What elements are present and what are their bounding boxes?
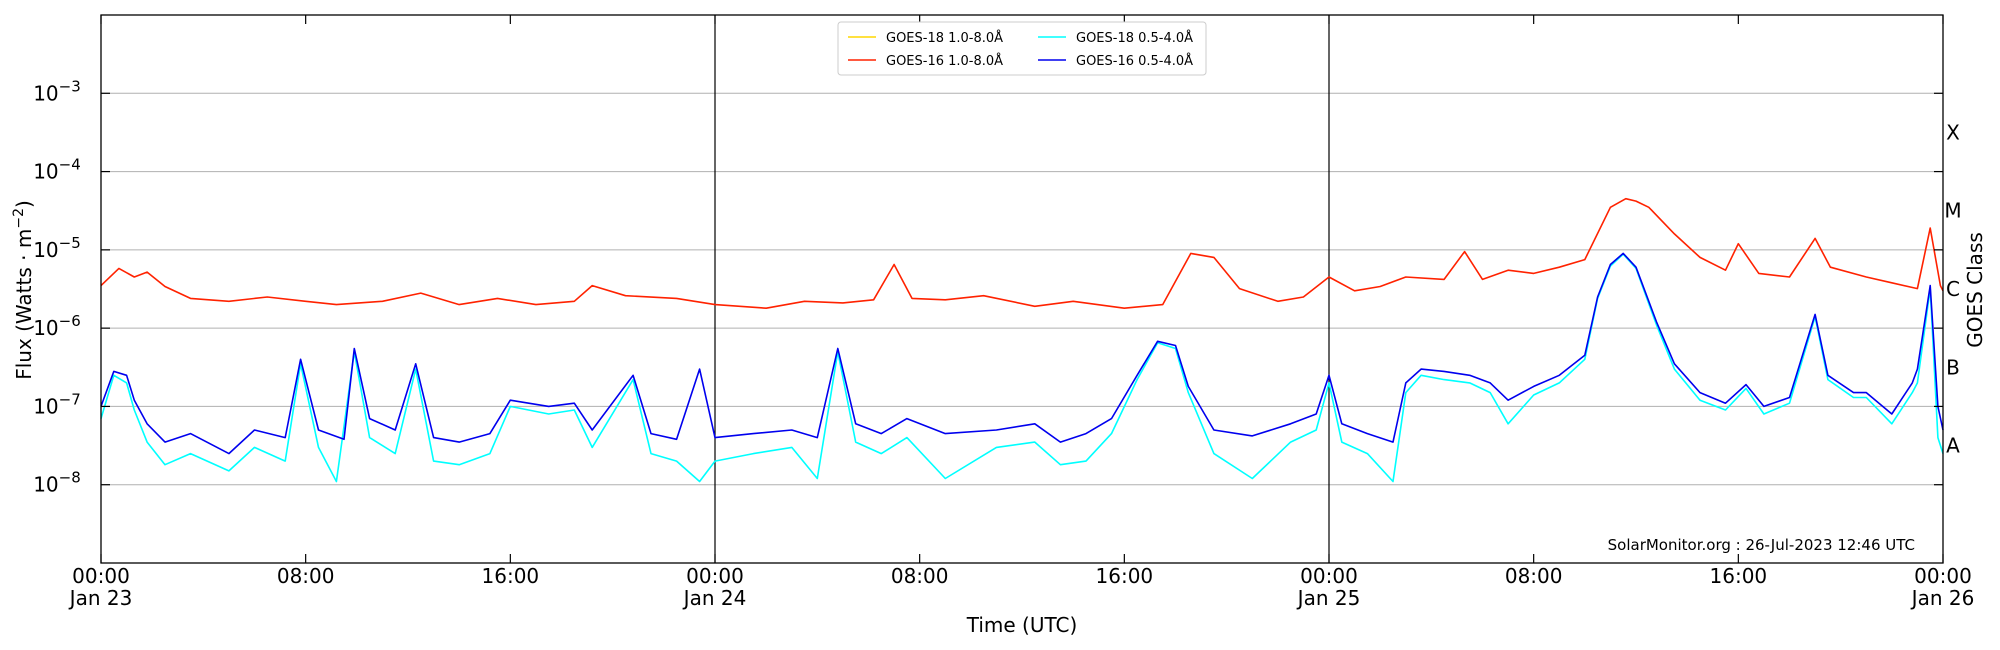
y-tick-label: 10−4	[33, 156, 81, 184]
x-tick-label: 16:00	[1096, 564, 1154, 588]
goes-class-label: X	[1946, 120, 1960, 144]
legend-label: GOES-18 1.0-8.0Å	[886, 30, 1003, 46]
y-tick-label: 10−6	[33, 312, 81, 340]
plot-frame	[100, 14, 1944, 564]
x-tick-date-label: Jan 26	[1910, 586, 1975, 610]
day-boundary-lines	[714, 15, 1330, 563]
x-tick-label: 00:00	[1914, 564, 1972, 588]
x-tick-date-label: Jan 25	[1296, 586, 1361, 610]
legend-label: GOES-16 1.0-8.0Å	[886, 53, 1003, 69]
legend-box	[837, 21, 1207, 76]
x-tick-label: 00:00	[686, 564, 744, 588]
legend-label: GOES-18 0.5-4.0Å	[1076, 30, 1193, 46]
x-tick-label: 00:00	[72, 564, 130, 588]
y-axis: 10−8 10−7 10−6 10−5 10−4 10−3	[33, 77, 1943, 497]
credit-text: SolarMonitor.org : 26-Jul-2023 12:46 UTC	[1608, 536, 1915, 554]
goes-class-label: M	[1944, 199, 1961, 223]
goes-class-label: A	[1946, 434, 1960, 458]
legend-label: GOES-16 0.5-4.0Å	[1076, 53, 1193, 69]
y-axis-title: Flux (Watts · m−2)	[11, 200, 36, 380]
x-tick-date-label: Jan 23	[68, 586, 133, 610]
gridlines	[101, 92, 1943, 486]
y-tick-label: 10−7	[33, 390, 81, 418]
series-line	[100, 197, 1944, 310]
x-tick-date-label: Jan 24	[682, 586, 747, 610]
y-tick-label: 10−5	[33, 234, 81, 262]
goes-class-axis-title: GOES Class	[1963, 232, 1987, 348]
y-tick-label: 10−3	[33, 77, 81, 105]
series-line	[100, 253, 1944, 483]
x-tick-label: 16:00	[1710, 564, 1768, 588]
series-line	[100, 252, 1944, 455]
x-axis-title: Time (UTC)	[966, 613, 1078, 637]
y-tick-label: 10−8	[33, 469, 81, 497]
x-tick-label: 08:00	[1505, 564, 1563, 588]
legend: GOES-18 1.0-8.0Å GOES-16 1.0-8.0Å GOES-18 …	[837, 21, 1207, 76]
x-tick-label: 16:00	[482, 564, 540, 588]
goes-class-axis: A B C M X	[1944, 120, 1961, 457]
goes-class-label: B	[1946, 355, 1960, 379]
x-tick-label: 00:00	[1300, 564, 1358, 588]
goes-class-label: C	[1946, 277, 1960, 301]
series-lines	[100, 197, 1944, 483]
x-tick-label: 08:00	[891, 564, 949, 588]
x-tick-label: 08:00	[277, 564, 335, 588]
